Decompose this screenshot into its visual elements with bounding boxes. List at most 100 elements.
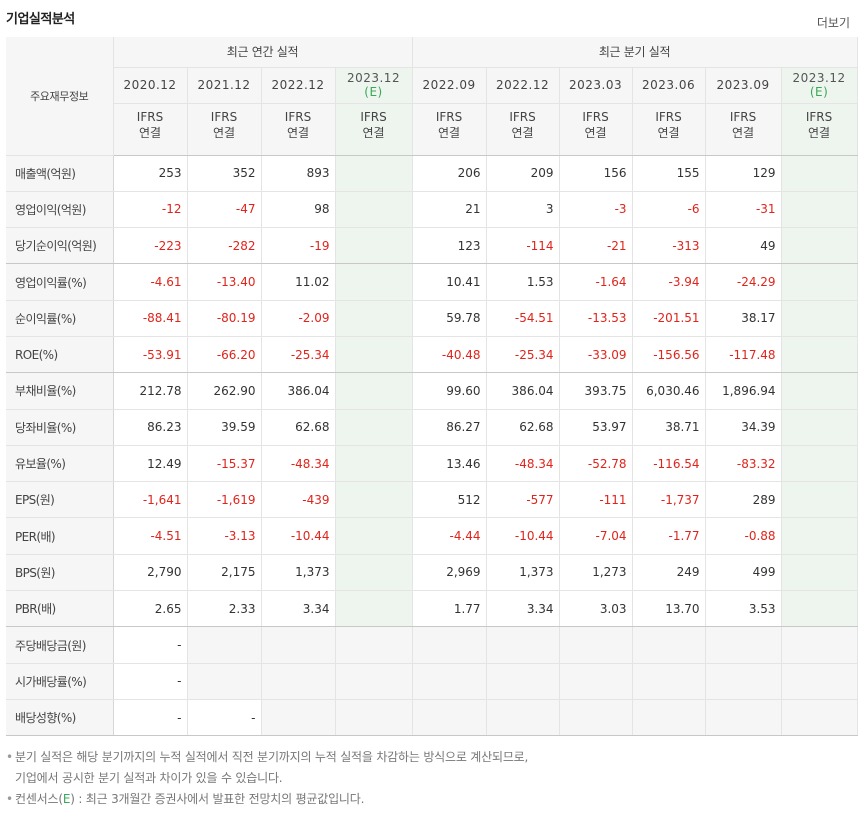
table-cell bbox=[781, 372, 858, 410]
period-label: 2023.12 bbox=[346, 71, 401, 85]
table-cell bbox=[559, 663, 633, 700]
table-cell: 1,896.94 bbox=[705, 372, 782, 410]
table-cell: -40.48 bbox=[411, 336, 487, 374]
table-cell: -13.53 bbox=[559, 300, 633, 337]
table-cell: 129 bbox=[705, 155, 782, 192]
table-cell bbox=[781, 155, 858, 192]
table-cell: 1,373 bbox=[486, 554, 560, 592]
table-row: 주당배당금(원) - bbox=[6, 626, 858, 664]
table-cell bbox=[187, 626, 262, 664]
table-cell bbox=[705, 626, 782, 664]
table-cell: 1.53 bbox=[486, 263, 560, 301]
table-cell: 12.49 bbox=[113, 445, 188, 483]
annual-group-header: 최근 연간 실적 bbox=[113, 37, 413, 68]
title-bar: 기업실적분석 더보기 bbox=[0, 0, 862, 36]
period-label: 2022.12 bbox=[271, 78, 325, 92]
period-header: 2022.09 bbox=[411, 67, 487, 104]
standard-line1: IFRS bbox=[805, 110, 833, 124]
period-label: 2022.12 bbox=[495, 78, 550, 92]
table-cell: 86.23 bbox=[113, 409, 188, 446]
table-row: ROE(%) -53.91 -66.20 -25.34 -40.48 -25.34 -33.… bbox=[6, 336, 858, 374]
table-cell bbox=[781, 590, 858, 628]
more-link[interactable]: 더보기 bbox=[816, 16, 850, 30]
period-label: 2023.06 bbox=[641, 78, 696, 92]
row-label: 영업이익률(%) bbox=[6, 263, 114, 301]
table-cell: 6,030.46 bbox=[632, 372, 706, 410]
period-label: 2021.12 bbox=[197, 78, 251, 92]
row-label: 유보율(%) bbox=[6, 445, 114, 483]
row-label: 배당성향(%) bbox=[6, 699, 114, 737]
table-body: 매출액(억원) 253 352 893 206 209 156 155 129 영업이익(억원) -… bbox=[6, 155, 858, 737]
accounting-standard: IFRS 연결 bbox=[781, 103, 858, 156]
table-cell: -1,619 bbox=[187, 481, 262, 519]
table-cell bbox=[781, 445, 858, 483]
table-cell bbox=[335, 155, 413, 192]
table-cell: -10.44 bbox=[486, 517, 560, 555]
table-cell bbox=[781, 554, 858, 592]
table-cell: 21 bbox=[411, 191, 487, 229]
footnote-consensus-suffix: ) : 최근 3개월간 증권사에서 발표한 전망치의 평균값입니다. bbox=[70, 792, 365, 806]
table-cell: 2,790 bbox=[113, 554, 188, 592]
standard-line1: IFRS bbox=[210, 110, 238, 124]
table-cell: -88.41 bbox=[113, 300, 188, 337]
estimate-mark: (E) bbox=[364, 85, 383, 99]
table-cell: -21 bbox=[559, 227, 633, 265]
table-cell: 13.46 bbox=[411, 445, 487, 483]
row-label: 영업이익(억원) bbox=[6, 191, 114, 229]
table-cell: -313 bbox=[632, 227, 706, 265]
table-cell: -111 bbox=[559, 481, 633, 519]
table-cell: 3.34 bbox=[261, 590, 336, 628]
table-cell: -439 bbox=[261, 481, 336, 519]
header-group-row: 주요재무정보 최근 연간 실적 최근 분기 실적 bbox=[6, 37, 858, 156]
period-label: 2022.09 bbox=[422, 78, 476, 92]
table-cell bbox=[335, 445, 413, 483]
table-cell: -116.54 bbox=[632, 445, 706, 483]
table-cell bbox=[335, 372, 413, 410]
table-row: 영업이익률(%) -4.61 -13.40 11.02 10.41 1.53 -1.64 -3… bbox=[6, 263, 858, 301]
table-cell: 253 bbox=[113, 155, 188, 192]
table-cell bbox=[335, 481, 413, 519]
standard-line1: IFRS bbox=[435, 110, 463, 124]
table-cell: -4.51 bbox=[113, 517, 188, 555]
standard-line1: IFRS bbox=[509, 110, 536, 124]
table-cell: -2.09 bbox=[261, 300, 336, 337]
table-cell bbox=[781, 663, 858, 700]
table-row: BPS(원) 2,790 2,175 1,373 2,969 1,373 1,273 249 4… bbox=[6, 554, 858, 592]
table-cell bbox=[559, 626, 633, 664]
corner-label: 주요재무정보 bbox=[6, 37, 114, 156]
period-header: 2023.12 (E) bbox=[335, 67, 413, 104]
page-title: 기업실적분석 bbox=[6, 12, 75, 27]
accounting-standard: IFRS 연결 bbox=[187, 103, 262, 156]
row-label: 시가배당률(%) bbox=[6, 663, 114, 700]
table-cell: -15.37 bbox=[187, 445, 262, 483]
table-cell bbox=[187, 663, 262, 700]
table-cell: -1.64 bbox=[559, 263, 633, 301]
period-header: 2023.09 bbox=[705, 67, 782, 104]
standard-line1: IFRS bbox=[284, 110, 312, 124]
standard-line2: 연결 bbox=[584, 126, 607, 140]
standard-line2: 연결 bbox=[808, 126, 831, 140]
period-label: 2020.12 bbox=[123, 78, 177, 92]
table-row: EPS(원) -1,641 -1,619 -439 512 -577 -111 -1,737 2… bbox=[6, 481, 858, 519]
table-cell: 123 bbox=[411, 227, 487, 265]
table-cell: -80.19 bbox=[187, 300, 262, 337]
table-cell: 62.68 bbox=[261, 409, 336, 446]
table-cell: 3 bbox=[486, 191, 560, 229]
table-row: 영업이익(억원) -12 -47 98 21 3 -3 -6 -31 bbox=[6, 191, 858, 229]
table-cell bbox=[261, 663, 336, 700]
table-cell: -1.77 bbox=[632, 517, 706, 555]
accounting-standard: IFRS 연결 bbox=[261, 103, 336, 156]
table-cell bbox=[335, 626, 413, 664]
table-cell: -4.61 bbox=[113, 263, 188, 301]
standard-line1: IFRS bbox=[582, 110, 609, 124]
footnote-consensus: • 컨센서스(E) : 최근 3개월간 증권사에서 발표한 전망치의 평균값입니… bbox=[6, 789, 856, 810]
standard-line2: 연결 bbox=[286, 126, 310, 140]
table-cell: 512 bbox=[411, 481, 487, 519]
table-cell bbox=[335, 227, 413, 265]
table-cell: 156 bbox=[559, 155, 633, 192]
table-cell: -25.34 bbox=[486, 336, 560, 374]
table-cell: -6 bbox=[632, 191, 706, 229]
table-cell bbox=[411, 626, 487, 664]
table-cell: 3.34 bbox=[486, 590, 560, 628]
standard-line1: IFRS bbox=[136, 110, 164, 124]
